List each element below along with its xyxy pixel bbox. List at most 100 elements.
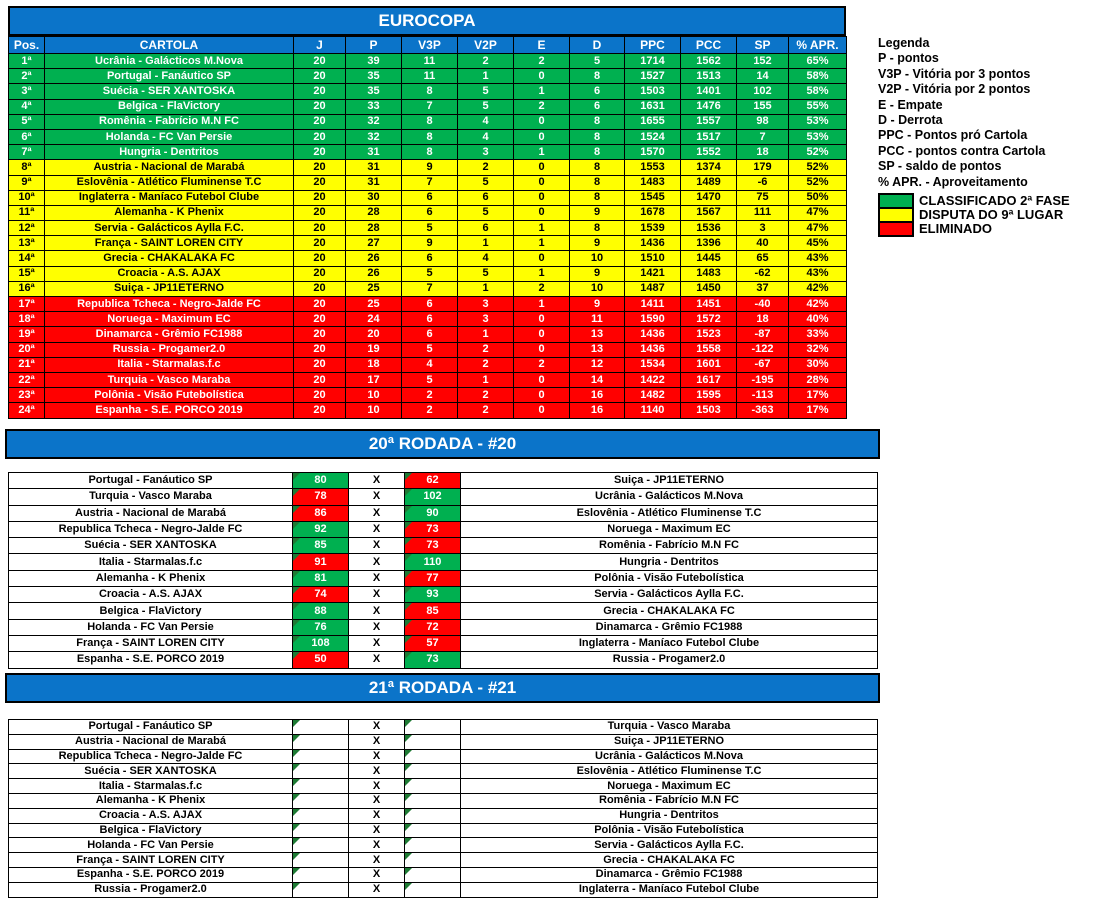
cell-e[interactable]: 0: [513, 113, 570, 130]
cell-v3p[interactable]: 11: [401, 52, 458, 70]
cell-apr[interactable]: 30%: [788, 356, 847, 373]
away-team-cell[interactable]: Russia - Progamer2.0: [460, 651, 878, 669]
cell-pos[interactable]: 3ª: [8, 83, 45, 100]
cell-e[interactable]: 0: [513, 311, 570, 328]
cell-pos[interactable]: 19ª: [8, 326, 45, 343]
versus-cell[interactable]: X: [348, 488, 405, 506]
cell-pcc[interactable]: 1552: [680, 144, 737, 161]
cell-pos[interactable]: 21ª: [8, 356, 45, 373]
column-header-sp[interactable]: SP: [736, 36, 789, 54]
cell-d[interactable]: 12: [569, 356, 625, 373]
home-score-cell[interactable]: [292, 837, 349, 854]
cell-team[interactable]: Russia - Progamer2.0: [44, 341, 294, 358]
cell-e[interactable]: 1: [513, 83, 570, 100]
cell-pcc[interactable]: 1523: [680, 326, 737, 343]
cell-sp[interactable]: 111: [736, 204, 789, 222]
home-team-cell[interactable]: Republica Tcheca - Negro-Jalde FC: [8, 520, 293, 539]
cell-pcc[interactable]: 1567: [680, 204, 737, 222]
cell-v3p[interactable]: 9: [401, 159, 458, 176]
away-score-cell[interactable]: 102: [404, 488, 461, 506]
home-team-cell[interactable]: Alemanha - K Phenix: [8, 569, 293, 588]
cell-d[interactable]: 14: [569, 371, 625, 389]
cell-apr[interactable]: 52%: [788, 144, 847, 161]
cell-pcc[interactable]: 1601: [680, 356, 737, 373]
versus-cell[interactable]: X: [348, 553, 405, 571]
cell-v3p[interactable]: 5: [401, 220, 458, 237]
versus-cell[interactable]: X: [348, 634, 405, 653]
away-score-cell[interactable]: [404, 881, 461, 898]
away-team-cell[interactable]: Ucrânia - Galácticos M.Nova: [460, 748, 878, 765]
cell-v2p[interactable]: 1: [457, 371, 514, 389]
cell-sp[interactable]: 18: [736, 311, 789, 328]
cell-ppc[interactable]: 1527: [624, 68, 681, 85]
cell-j[interactable]: 20: [293, 250, 346, 267]
cell-pos[interactable]: 2ª: [8, 68, 45, 85]
cell-team[interactable]: Alemanha - K Phenix: [44, 204, 294, 222]
cell-team[interactable]: Belgica - FlaVictory: [44, 98, 294, 115]
cell-apr[interactable]: 40%: [788, 311, 847, 328]
cell-team[interactable]: Noruega - Maximum EC: [44, 311, 294, 328]
cell-j[interactable]: 20: [293, 402, 346, 419]
away-score-cell[interactable]: [404, 733, 461, 750]
cell-v2p[interactable]: 2: [457, 159, 514, 176]
cell-apr[interactable]: 17%: [788, 402, 847, 419]
cell-e[interactable]: 1: [513, 235, 570, 252]
cell-pos[interactable]: 17ª: [8, 295, 45, 313]
cell-team[interactable]: Servia - Galácticos Aylla F.C.: [44, 220, 294, 237]
home-score-cell[interactable]: [292, 866, 349, 883]
versus-cell[interactable]: X: [348, 852, 405, 868]
cell-ppc[interactable]: 1483: [624, 174, 681, 191]
away-team-cell[interactable]: Polônia - Visão Futebolística: [460, 569, 878, 588]
versus-cell[interactable]: X: [348, 837, 405, 854]
cell-p[interactable]: 33: [345, 98, 402, 115]
home-team-cell[interactable]: Turquia - Vasco Maraba: [8, 488, 293, 506]
cell-pos[interactable]: 20ª: [8, 341, 45, 358]
away-team-cell[interactable]: Servia - Galácticos Aylla F.C.: [460, 586, 878, 604]
cell-d[interactable]: 10: [569, 250, 625, 267]
cell-p[interactable]: 27: [345, 235, 402, 252]
cell-apr[interactable]: 42%: [788, 280, 847, 298]
cell-team[interactable]: Holanda - FC Van Persie: [44, 128, 294, 146]
cell-e[interactable]: 0: [513, 326, 570, 343]
cell-apr[interactable]: 45%: [788, 235, 847, 252]
cell-v2p[interactable]: 1: [457, 326, 514, 343]
cell-apr[interactable]: 17%: [788, 387, 847, 404]
home-score-cell[interactable]: [292, 763, 349, 780]
home-score-cell[interactable]: [292, 733, 349, 750]
cell-team[interactable]: Suécia - SER XANTOSKA: [44, 83, 294, 100]
cell-v3p[interactable]: 7: [401, 98, 458, 115]
versus-cell[interactable]: X: [348, 763, 405, 780]
cell-j[interactable]: 20: [293, 204, 346, 222]
cell-j[interactable]: 20: [293, 220, 346, 237]
cell-pos[interactable]: 9ª: [8, 174, 45, 191]
away-team-cell[interactable]: Noruega - Maximum EC: [460, 778, 878, 794]
home-team-cell[interactable]: Belgica - FlaVictory: [8, 602, 293, 620]
cell-ppc[interactable]: 1570: [624, 144, 681, 161]
cell-p[interactable]: 30: [345, 189, 402, 206]
cell-ppc[interactable]: 1482: [624, 387, 681, 404]
cell-v3p[interactable]: 8: [401, 113, 458, 130]
cell-j[interactable]: 20: [293, 387, 346, 404]
home-team-cell[interactable]: Suécia - SER XANTOSKA: [8, 537, 293, 555]
cell-v2p[interactable]: 1: [457, 68, 514, 85]
cell-j[interactable]: 20: [293, 83, 346, 100]
cell-e[interactable]: 0: [513, 128, 570, 146]
cell-p[interactable]: 31: [345, 144, 402, 161]
cell-pos[interactable]: 7ª: [8, 144, 45, 161]
cell-p[interactable]: 10: [345, 387, 402, 404]
away-score-cell[interactable]: 73: [404, 651, 461, 669]
cell-j[interactable]: 20: [293, 68, 346, 85]
column-header-pos[interactable]: Pos.: [8, 36, 45, 54]
home-team-cell[interactable]: Italia - Starmalas.f.c: [8, 553, 293, 571]
cell-apr[interactable]: 52%: [788, 159, 847, 176]
cell-e[interactable]: 1: [513, 220, 570, 237]
cell-pcc[interactable]: 1558: [680, 341, 737, 358]
cell-pcc[interactable]: 1562: [680, 52, 737, 70]
home-team-cell[interactable]: Holanda - FC Van Persie: [8, 837, 293, 854]
cell-v3p[interactable]: 9: [401, 235, 458, 252]
home-team-cell[interactable]: Portugal - Fanáutico SP: [8, 471, 293, 490]
cell-p[interactable]: 18: [345, 356, 402, 373]
cell-v2p[interactable]: 3: [457, 311, 514, 328]
away-team-cell[interactable]: Inglaterra - Maníaco Futebol Clube: [460, 634, 878, 653]
cell-pcc[interactable]: 1557: [680, 113, 737, 130]
